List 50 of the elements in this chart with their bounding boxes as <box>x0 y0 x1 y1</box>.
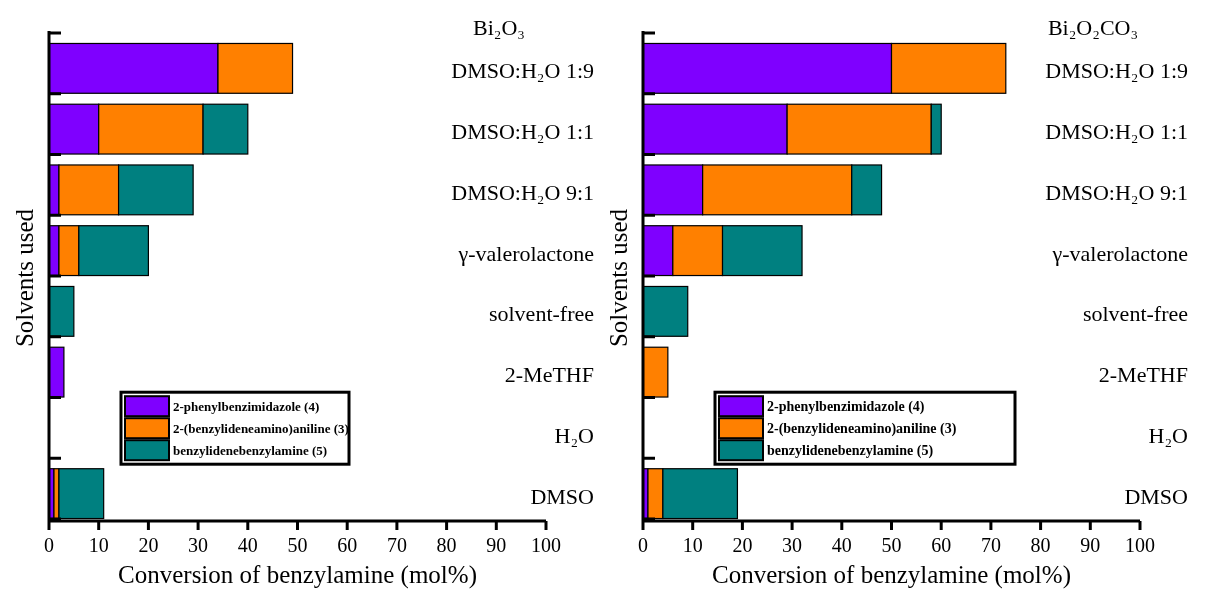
y-tick-label: solvent-free <box>488 301 594 327</box>
x-tick-label: 90 <box>486 534 507 556</box>
x-tick-label: 80 <box>1030 534 1051 556</box>
x-tick-label: 90 <box>1080 534 1101 556</box>
y-tick-label: DMSO <box>1124 483 1188 509</box>
x-tick-label: 40 <box>237 534 258 556</box>
x-tick-label: 0 <box>44 534 54 556</box>
y-tick-label: DMSO:H₂O 9:1 <box>1045 179 1188 205</box>
y-tick-label: DMSO:H₂O 1:1 <box>451 119 594 145</box>
x-tick-label: 70 <box>980 534 1001 556</box>
y-axis-title: Solvents used <box>11 208 38 348</box>
x-tick-label: 50 <box>881 534 902 556</box>
x-tick-label: 40 <box>831 534 852 556</box>
legend-label: 2-(benzylideneamino)aniline (3) <box>767 421 957 438</box>
x-tick-label: 50 <box>287 534 308 556</box>
y-tick-label: H₂O <box>554 422 594 448</box>
x-tick-label: 0 <box>638 534 648 556</box>
x-tick-label: 10 <box>682 534 703 556</box>
legend-label: 2-phenylbenzimidazole (4) <box>173 399 320 415</box>
x-tick-label: 100 <box>1125 534 1155 556</box>
y-tick-label: DMSO:H₂O 1:9 <box>451 58 594 84</box>
legend-label: 2-(benzylideneamino)aniline (3) <box>173 421 349 437</box>
x-tick-label: 60 <box>337 534 358 556</box>
legend-label: 2-phenylbenzimidazole (4) <box>767 399 925 416</box>
legend-label: benzylidenebenzylamine (5) <box>767 443 934 460</box>
y-tick-label: DMSO:H₂O 1:1 <box>1045 119 1188 145</box>
x-tick-label: 80 <box>436 534 457 556</box>
y-tick-label: 2-MeTHF <box>504 362 594 388</box>
y-tick-label: γ-valerolactone <box>1051 240 1188 266</box>
x-tick-label: 100 <box>531 534 561 556</box>
chart-title: Bi₂O₂CO₃ <box>1047 15 1139 40</box>
y-tick-label: DMSO:H₂O 9:1 <box>451 179 594 205</box>
legend-label: benzylidenebenzylamine (5) <box>173 443 328 459</box>
y-tick-label: H₂O <box>1148 422 1188 448</box>
x-tick-label: 10 <box>88 534 109 556</box>
y-axis-title: Solvents used <box>605 208 632 348</box>
x-tick-label: 30 <box>188 534 209 556</box>
x-tick-label: 20 <box>732 534 753 556</box>
y-tick-label: DMSO <box>530 483 594 509</box>
x-axis-title: Conversion of benzylamine (mol%) <box>118 561 477 589</box>
y-tick-label: γ-valerolactone <box>457 240 594 266</box>
x-tick-label: 60 <box>931 534 952 556</box>
y-tick-label: 2-MeTHF <box>1098 362 1188 388</box>
chart-title: Bi₂O₃ <box>472 15 526 40</box>
y-tick-label: DMSO:H₂O 1:9 <box>1045 58 1188 84</box>
x-tick-label: 30 <box>782 534 803 556</box>
x-tick-label: 20 <box>138 534 159 556</box>
x-tick-label: 70 <box>386 534 407 556</box>
x-axis-title: Conversion of benzylamine (mol%) <box>712 561 1071 589</box>
y-tick-label: solvent-free <box>1082 301 1188 327</box>
